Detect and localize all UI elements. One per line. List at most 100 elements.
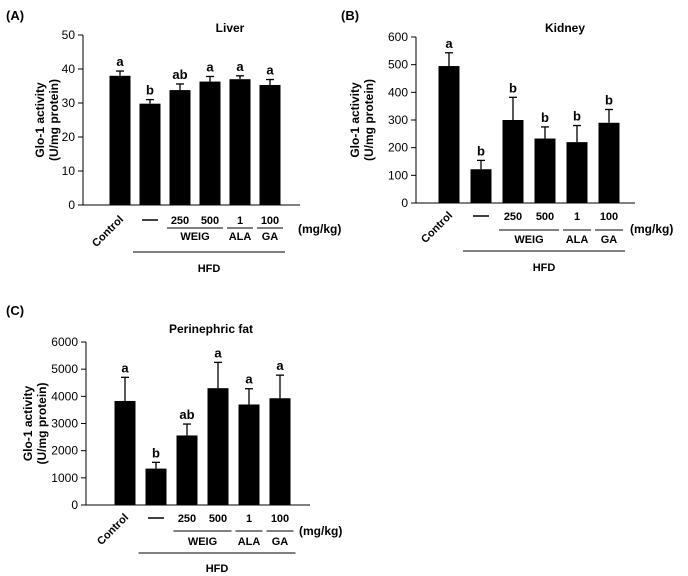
y-tick-label: 400 — [388, 85, 408, 99]
bar — [199, 81, 221, 205]
bar — [139, 103, 161, 205]
x-tick-label: 1 — [574, 211, 580, 223]
panel-label: (A) — [6, 8, 24, 23]
group-label: GA — [272, 536, 289, 548]
chart-title: Kidney — [545, 21, 585, 35]
bar — [566, 142, 588, 203]
y-tick-label: 300 — [388, 113, 408, 127]
hfd-label: HFD — [206, 563, 229, 575]
y-tick-label: 1000 — [51, 471, 78, 485]
y-tick-label: 30 — [62, 96, 76, 110]
unit-label: (mg/kg) — [298, 222, 341, 236]
significance-letter: a — [206, 59, 214, 74]
bar — [229, 79, 251, 205]
panel-label: (B) — [341, 8, 359, 23]
group-label: ALA — [566, 234, 589, 246]
significance-letter: b — [509, 80, 517, 95]
bar — [145, 468, 167, 505]
y-tick-label: 2000 — [51, 444, 78, 458]
chart-title: Perinephric fat — [169, 322, 253, 336]
x-tick-label: Control — [95, 512, 131, 548]
bar — [169, 90, 191, 205]
y-axis-label: Glo-1 activity — [348, 82, 362, 158]
y-tick-label: 200 — [388, 141, 408, 155]
y-tick-label: 50 — [62, 28, 76, 42]
x-tick-label: 1 — [246, 513, 252, 525]
significance-letter: a — [245, 372, 253, 387]
group-label: GA — [601, 234, 618, 246]
significance-letter: b — [541, 110, 549, 125]
panel-label: (C) — [6, 303, 24, 318]
y-tick-label: 20 — [62, 130, 76, 144]
y-tick-label: 6000 — [51, 335, 78, 349]
bar — [438, 66, 460, 203]
significance-letter: a — [445, 36, 453, 51]
significance-letter: a — [276, 358, 284, 373]
chart-title: Liver — [216, 21, 245, 35]
x-tick-label: 500 — [536, 211, 554, 223]
significance-letter: b — [146, 83, 154, 98]
y-tick-label: 40 — [62, 62, 76, 76]
y-tick-label: 5000 — [51, 362, 78, 376]
group-label: WEIG — [514, 234, 543, 246]
x-tick-label: 100 — [600, 211, 618, 223]
chart-panel-3: (C) Perinephric fat 0 1000 2000 3000 4000 5000 6… — [6, 303, 342, 575]
y-axis-label: Glo-1 activity — [33, 82, 47, 158]
bar — [259, 84, 281, 205]
y-tick-label: 3000 — [51, 417, 78, 431]
y-tick-label: 100 — [388, 168, 408, 182]
chart-panel-1: (A) Liver 0 10 20 30 40 50 Glo-1 activity (U/mg p… — [6, 8, 341, 275]
significance-letter: ab — [179, 407, 194, 422]
bar — [176, 435, 198, 505]
bar — [598, 122, 620, 203]
y-tick-label: 0 — [68, 198, 75, 212]
significance-letter: ab — [172, 67, 187, 82]
y-tick-label: 0 — [71, 498, 78, 512]
y-tick-label: 10 — [62, 164, 76, 178]
x-tick-label: Control — [419, 210, 455, 246]
significance-letter: b — [152, 445, 160, 460]
y-axis-label: (U/mg protein) — [362, 79, 376, 161]
group-label: WEIG — [180, 231, 209, 243]
chart-panel-2: (B) Kidney 0 100 200 300 400 500 600 Glo-1 activi… — [341, 8, 673, 274]
y-tick-label: 500 — [388, 58, 408, 72]
y-axis-label: (U/mg protein) — [47, 79, 61, 161]
significance-letter: b — [573, 109, 581, 124]
x-tick-label: 500 — [201, 215, 219, 227]
y-axis-label: Glo-1 activity — [21, 385, 35, 461]
group-label: ALA — [229, 231, 252, 243]
group-label: ALA — [238, 536, 261, 548]
significance-letter: b — [605, 92, 613, 107]
x-tick-label: 250 — [178, 513, 196, 525]
unit-label: (mg/kg) — [630, 222, 673, 236]
significance-letter: a — [266, 63, 274, 78]
hfd-label: HFD — [198, 263, 221, 275]
bar — [502, 120, 524, 203]
x-tick-label: 250 — [504, 211, 522, 223]
bar — [114, 400, 136, 505]
x-tick-label: 1 — [237, 215, 243, 227]
hfd-label: HFD — [533, 262, 556, 274]
significance-letter: a — [214, 345, 222, 360]
bar — [109, 75, 131, 205]
x-tick-label: 100 — [261, 215, 279, 227]
y-tick-label: 0 — [401, 196, 408, 210]
x-tick-label: 500 — [209, 513, 227, 525]
bar — [238, 404, 260, 505]
group-label: WEIG — [188, 536, 217, 548]
bar — [470, 169, 492, 203]
bar — [534, 138, 556, 203]
significance-letter: a — [121, 360, 129, 375]
significance-letter: a — [236, 59, 244, 74]
y-tick-label: 600 — [388, 30, 408, 44]
group-label: GA — [262, 231, 279, 243]
x-tick-label: 250 — [171, 215, 189, 227]
bar — [207, 388, 229, 505]
x-tick-label: Control — [90, 214, 126, 250]
significance-letter: a — [116, 54, 124, 69]
unit-label: (mg/kg) — [299, 524, 342, 538]
x-tick-label: 100 — [271, 513, 289, 525]
bar — [269, 398, 291, 505]
significance-letter: b — [477, 143, 485, 158]
